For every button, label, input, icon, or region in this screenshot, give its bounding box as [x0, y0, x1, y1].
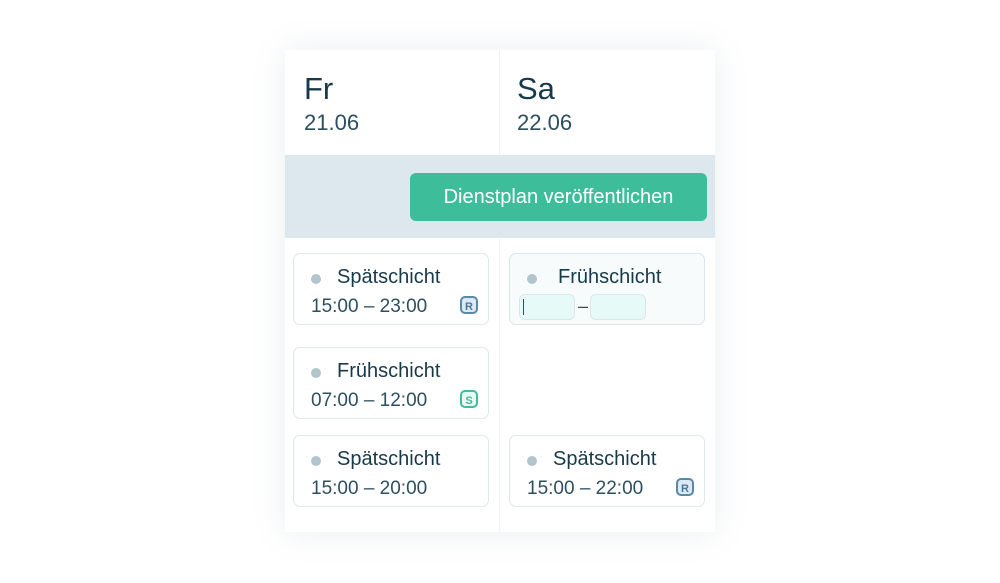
day-name: Fr — [304, 71, 334, 106]
column-divider — [499, 238, 500, 532]
column-divider — [499, 50, 500, 155]
status-dot — [527, 456, 537, 466]
day-header-sa: Sa 22.06 — [517, 70, 572, 136]
shift-time: 15:00 – 20:00 — [311, 478, 428, 499]
end-time-input[interactable] — [590, 294, 646, 320]
text-caret — [523, 299, 524, 315]
shift-title: Spätschicht — [553, 448, 657, 470]
shift-title: Spätschicht — [337, 448, 441, 470]
shift-card[interactable]: Spätschicht 15:00 – 22:00 R — [509, 435, 705, 507]
day-date: 22.06 — [517, 110, 573, 135]
status-dot — [311, 456, 321, 466]
start-time-input[interactable] — [519, 294, 575, 320]
role-badge: R — [676, 478, 694, 496]
shift-time: 15:00 – 22:00 — [527, 478, 644, 499]
day-date: 21.06 — [304, 110, 360, 135]
shift-title: Frühschicht — [558, 266, 662, 288]
shift-card[interactable]: Frühschicht 07:00 – 12:00 S — [293, 347, 489, 419]
shift-card[interactable]: Spätschicht 15:00 – 23:00 R — [293, 253, 489, 325]
role-badge: R — [460, 296, 478, 314]
action-bar: Dienstplan veröffentlichen — [285, 155, 715, 238]
publish-schedule-button[interactable]: Dienstplan veröffentlichen — [410, 173, 707, 221]
shift-card-editing[interactable]: Frühschicht – — [509, 253, 705, 325]
shift-title: Spätschicht — [337, 266, 441, 288]
shift-card[interactable]: Spätschicht 15:00 – 20:00 — [293, 435, 489, 507]
shift-title: Frühschicht — [337, 360, 441, 382]
day-name: Sa — [517, 71, 555, 106]
day-header-fr: Fr 21.06 — [304, 70, 359, 136]
role-badge: S — [460, 390, 478, 408]
status-dot — [311, 274, 321, 284]
status-dot — [527, 274, 537, 284]
shift-time: 07:00 – 12:00 — [311, 390, 428, 411]
status-dot — [311, 368, 321, 378]
time-separator: – — [578, 296, 589, 316]
schedule-panel: Fr 21.06 Sa 22.06 Dienstplan veröffentli… — [285, 50, 715, 532]
shift-time: 15:00 – 23:00 — [311, 296, 428, 317]
